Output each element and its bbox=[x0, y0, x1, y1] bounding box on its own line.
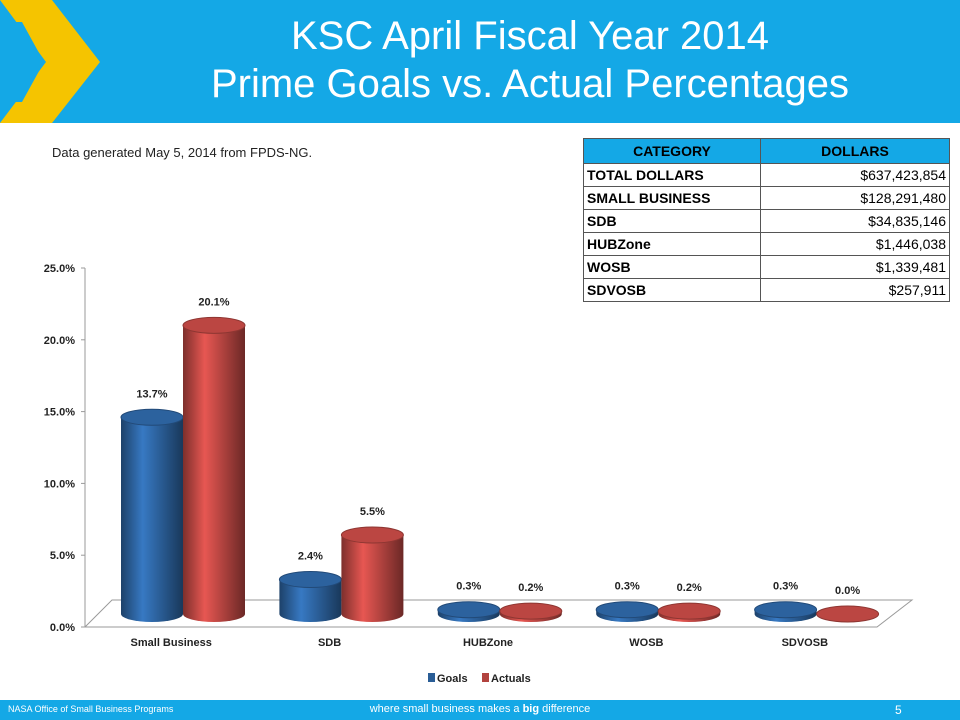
category-cell: TOTAL DOLLARS bbox=[583, 163, 761, 187]
x-tick-label: SDVOSB bbox=[782, 637, 829, 649]
data-label: 2.4% bbox=[298, 551, 323, 563]
page-title: KSC April Fiscal Year 2014 Prime Goals v… bbox=[100, 12, 960, 108]
dollars-cell: $1,446,038 bbox=[760, 232, 950, 256]
footer-tagline: where small business makes a big differe… bbox=[0, 703, 960, 715]
data-label: 0.3% bbox=[456, 581, 481, 593]
y-tick-label: 25.0% bbox=[44, 263, 75, 275]
goals-vs-actuals-chart: 0.0% 5.0% 10.0% 15.0% 20.0% 25.0% Small Busine… bbox=[44, 263, 914, 685]
x-tick-label: SDB bbox=[318, 637, 341, 649]
bar-goals bbox=[120, 408, 184, 622]
bar-actuals bbox=[340, 526, 404, 622]
dollars-table: CATEGORY DOLLARS TOTAL DOLLARS $637,423,8… bbox=[583, 138, 950, 302]
table-row: SMALL BUSINESS $128,291,480 bbox=[583, 186, 950, 210]
data-label: 0.3% bbox=[615, 581, 640, 593]
tagline-start: where small business makes a bbox=[369, 703, 523, 715]
page-number: 5 bbox=[895, 703, 902, 717]
data-label: 0.2% bbox=[518, 582, 543, 594]
y-tick-label: 10.0% bbox=[44, 478, 75, 490]
legend-swatch-actuals bbox=[482, 673, 489, 682]
data-label: 13.7% bbox=[136, 388, 167, 400]
bar-actuals bbox=[499, 602, 563, 622]
bar-actuals bbox=[657, 602, 721, 622]
footer-org-name: NASA Office of Small Business Programs bbox=[8, 704, 174, 714]
bar-actuals bbox=[182, 316, 246, 622]
x-tick-label: Small Business bbox=[131, 637, 212, 649]
table-row: SDVOSB $257,911 bbox=[583, 278, 950, 302]
table-row: HUBZone $1,446,038 bbox=[583, 232, 950, 256]
bar-goals bbox=[754, 601, 818, 622]
title-banner: KSC April Fiscal Year 2014 Prime Goals v… bbox=[0, 0, 960, 123]
data-label: 0.3% bbox=[773, 581, 798, 593]
title-line-2: Prime Goals vs. Actual Percentages bbox=[210, 62, 850, 106]
dollars-cell: $257,911 bbox=[760, 278, 950, 302]
category-cell: SDVOSB bbox=[583, 278, 761, 302]
bar-goals bbox=[437, 601, 501, 622]
title-line-1: KSC April Fiscal Year 2014 bbox=[290, 14, 770, 58]
tagline-emphasis: big bbox=[522, 703, 540, 715]
category-cell: HUBZone bbox=[583, 232, 761, 256]
category-cell: SMALL BUSINESS bbox=[583, 186, 761, 210]
tagline-end: difference bbox=[539, 703, 591, 715]
dollars-cell: $128,291,480 bbox=[760, 186, 950, 210]
source-note: Data generated May 5, 2014 from FPDS-NG. bbox=[52, 145, 313, 160]
data-label: 5.5% bbox=[360, 506, 385, 518]
table-row: TOTAL DOLLARS $637,423,854 bbox=[583, 163, 950, 187]
legend-label: Goals bbox=[437, 673, 468, 685]
column-header-dollars: DOLLARS bbox=[760, 138, 950, 164]
legend-swatch-goals bbox=[428, 673, 435, 682]
chevron-logo-icon bbox=[0, 0, 100, 123]
legend-label: Actuals bbox=[491, 673, 531, 685]
y-tick-label: 5.0% bbox=[50, 550, 75, 562]
y-tick-label: 15.0% bbox=[44, 407, 75, 419]
x-tick-label: WOSB bbox=[629, 637, 663, 649]
category-cell: WOSB bbox=[583, 255, 761, 279]
bar-actuals bbox=[816, 605, 880, 623]
data-label: 0.2% bbox=[677, 582, 702, 594]
category-cell: SDB bbox=[583, 209, 761, 233]
y-tick-label: 20.0% bbox=[44, 335, 75, 347]
bar-goals bbox=[595, 601, 659, 622]
dollars-cell: $637,423,854 bbox=[760, 163, 950, 187]
data-label: 0.0% bbox=[835, 585, 860, 597]
x-tick-label: HUBZone bbox=[463, 637, 513, 649]
table-row: SDB $34,835,146 bbox=[583, 209, 950, 233]
data-label: 20.1% bbox=[198, 296, 229, 308]
bar-goals bbox=[278, 571, 342, 622]
footer-bar bbox=[0, 700, 960, 720]
y-tick-label: 0.0% bbox=[50, 622, 75, 634]
table-header-row: CATEGORY DOLLARS bbox=[583, 138, 950, 164]
column-header-category: CATEGORY bbox=[583, 138, 761, 164]
dollars-cell: $34,835,146 bbox=[760, 209, 950, 233]
